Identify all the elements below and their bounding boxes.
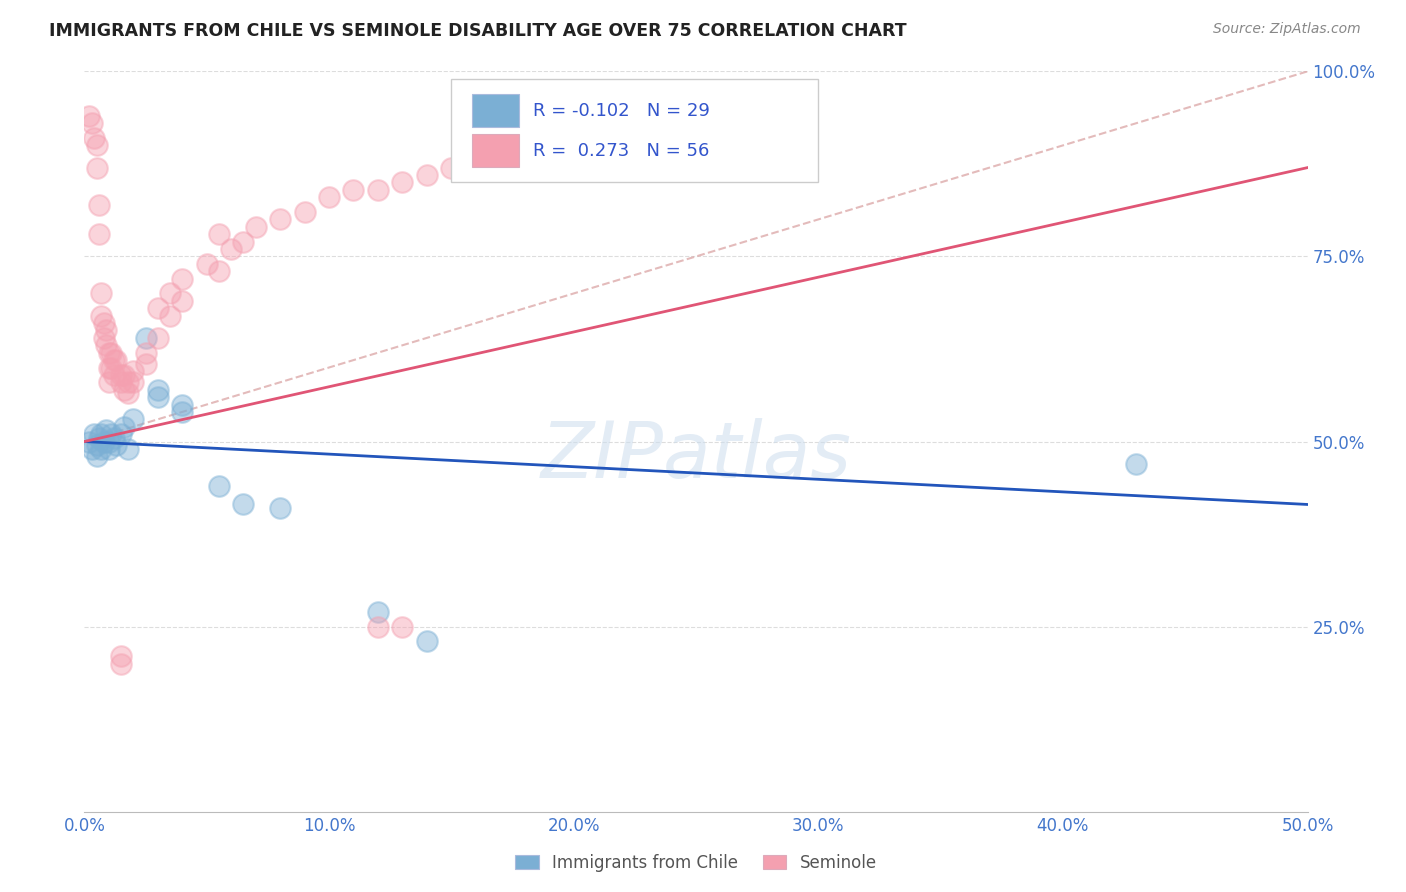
Point xyxy=(172,398,194,412)
Point xyxy=(172,293,194,308)
Point xyxy=(80,116,103,130)
Point xyxy=(96,424,118,438)
Point xyxy=(245,219,267,234)
Point xyxy=(87,431,110,445)
Point xyxy=(135,331,157,345)
Point xyxy=(96,338,118,352)
Point xyxy=(93,316,115,330)
Text: Source: ZipAtlas.com: Source: ZipAtlas.com xyxy=(1213,22,1361,37)
Point xyxy=(1125,457,1147,471)
Point xyxy=(208,227,231,242)
Point xyxy=(103,353,125,368)
Point xyxy=(318,190,340,204)
Point xyxy=(416,634,439,648)
Point xyxy=(122,376,145,390)
Point xyxy=(110,657,132,671)
Point xyxy=(269,501,291,516)
Point xyxy=(90,427,112,442)
Point xyxy=(294,205,316,219)
Text: IMMIGRANTS FROM CHILE VS SEMINOLE DISABILITY AGE OVER 75 CORRELATION CHART: IMMIGRANTS FROM CHILE VS SEMINOLE DISABI… xyxy=(49,22,907,40)
Point xyxy=(489,153,512,168)
Point xyxy=(100,345,122,359)
Point xyxy=(83,427,105,442)
Point xyxy=(122,412,145,426)
Point xyxy=(105,438,128,452)
Point xyxy=(367,619,389,633)
Point xyxy=(112,368,135,382)
Point xyxy=(97,345,120,359)
Point xyxy=(135,345,157,359)
Point xyxy=(440,161,463,175)
Point xyxy=(103,368,125,382)
Point xyxy=(219,242,242,256)
Point xyxy=(232,498,254,512)
Point xyxy=(97,360,120,375)
Point xyxy=(77,434,100,449)
Point xyxy=(105,353,128,368)
Point xyxy=(110,376,132,390)
Text: ZIPatlas: ZIPatlas xyxy=(540,418,852,494)
Point xyxy=(117,442,139,456)
Point xyxy=(146,390,169,404)
Point xyxy=(87,197,110,211)
Point xyxy=(159,309,181,323)
Point xyxy=(416,168,439,182)
Point xyxy=(172,405,194,419)
Point xyxy=(80,442,103,456)
FancyBboxPatch shape xyxy=(472,94,519,128)
Legend: Immigrants from Chile, Seminole: Immigrants from Chile, Seminole xyxy=(509,847,883,879)
Point xyxy=(367,183,389,197)
Point xyxy=(195,257,218,271)
Point xyxy=(232,235,254,249)
Point xyxy=(117,386,139,401)
Point xyxy=(93,331,115,345)
Point xyxy=(172,271,194,285)
Point xyxy=(90,442,112,456)
Point xyxy=(122,364,145,378)
Point xyxy=(391,175,413,190)
Point xyxy=(117,376,139,390)
Point xyxy=(97,376,120,390)
Point xyxy=(112,419,135,434)
Point xyxy=(135,357,157,371)
Point xyxy=(96,324,118,338)
Point xyxy=(146,301,169,316)
Point xyxy=(159,286,181,301)
FancyBboxPatch shape xyxy=(472,134,519,167)
Point xyxy=(100,427,122,442)
Point xyxy=(97,434,120,449)
Point xyxy=(97,442,120,456)
Point xyxy=(269,212,291,227)
Text: R =  0.273   N = 56: R = 0.273 N = 56 xyxy=(533,142,710,160)
Point xyxy=(208,479,231,493)
Point xyxy=(367,605,389,619)
Point xyxy=(110,649,132,664)
Point xyxy=(93,434,115,449)
Point xyxy=(110,368,132,382)
Point xyxy=(83,131,105,145)
Point xyxy=(87,227,110,242)
Text: R = -0.102   N = 29: R = -0.102 N = 29 xyxy=(533,102,710,120)
Point xyxy=(86,161,108,175)
Point xyxy=(208,264,231,278)
Point xyxy=(90,309,112,323)
Point xyxy=(86,438,108,452)
Point xyxy=(86,450,108,464)
Point xyxy=(100,360,122,375)
Point xyxy=(538,145,561,160)
Point xyxy=(77,109,100,123)
Point xyxy=(112,383,135,397)
Point xyxy=(146,331,169,345)
Point xyxy=(391,619,413,633)
FancyBboxPatch shape xyxy=(451,78,818,183)
Point xyxy=(90,286,112,301)
Point xyxy=(342,183,364,197)
Point xyxy=(86,138,108,153)
Point xyxy=(146,383,169,397)
Point xyxy=(110,427,132,442)
Point xyxy=(103,431,125,445)
